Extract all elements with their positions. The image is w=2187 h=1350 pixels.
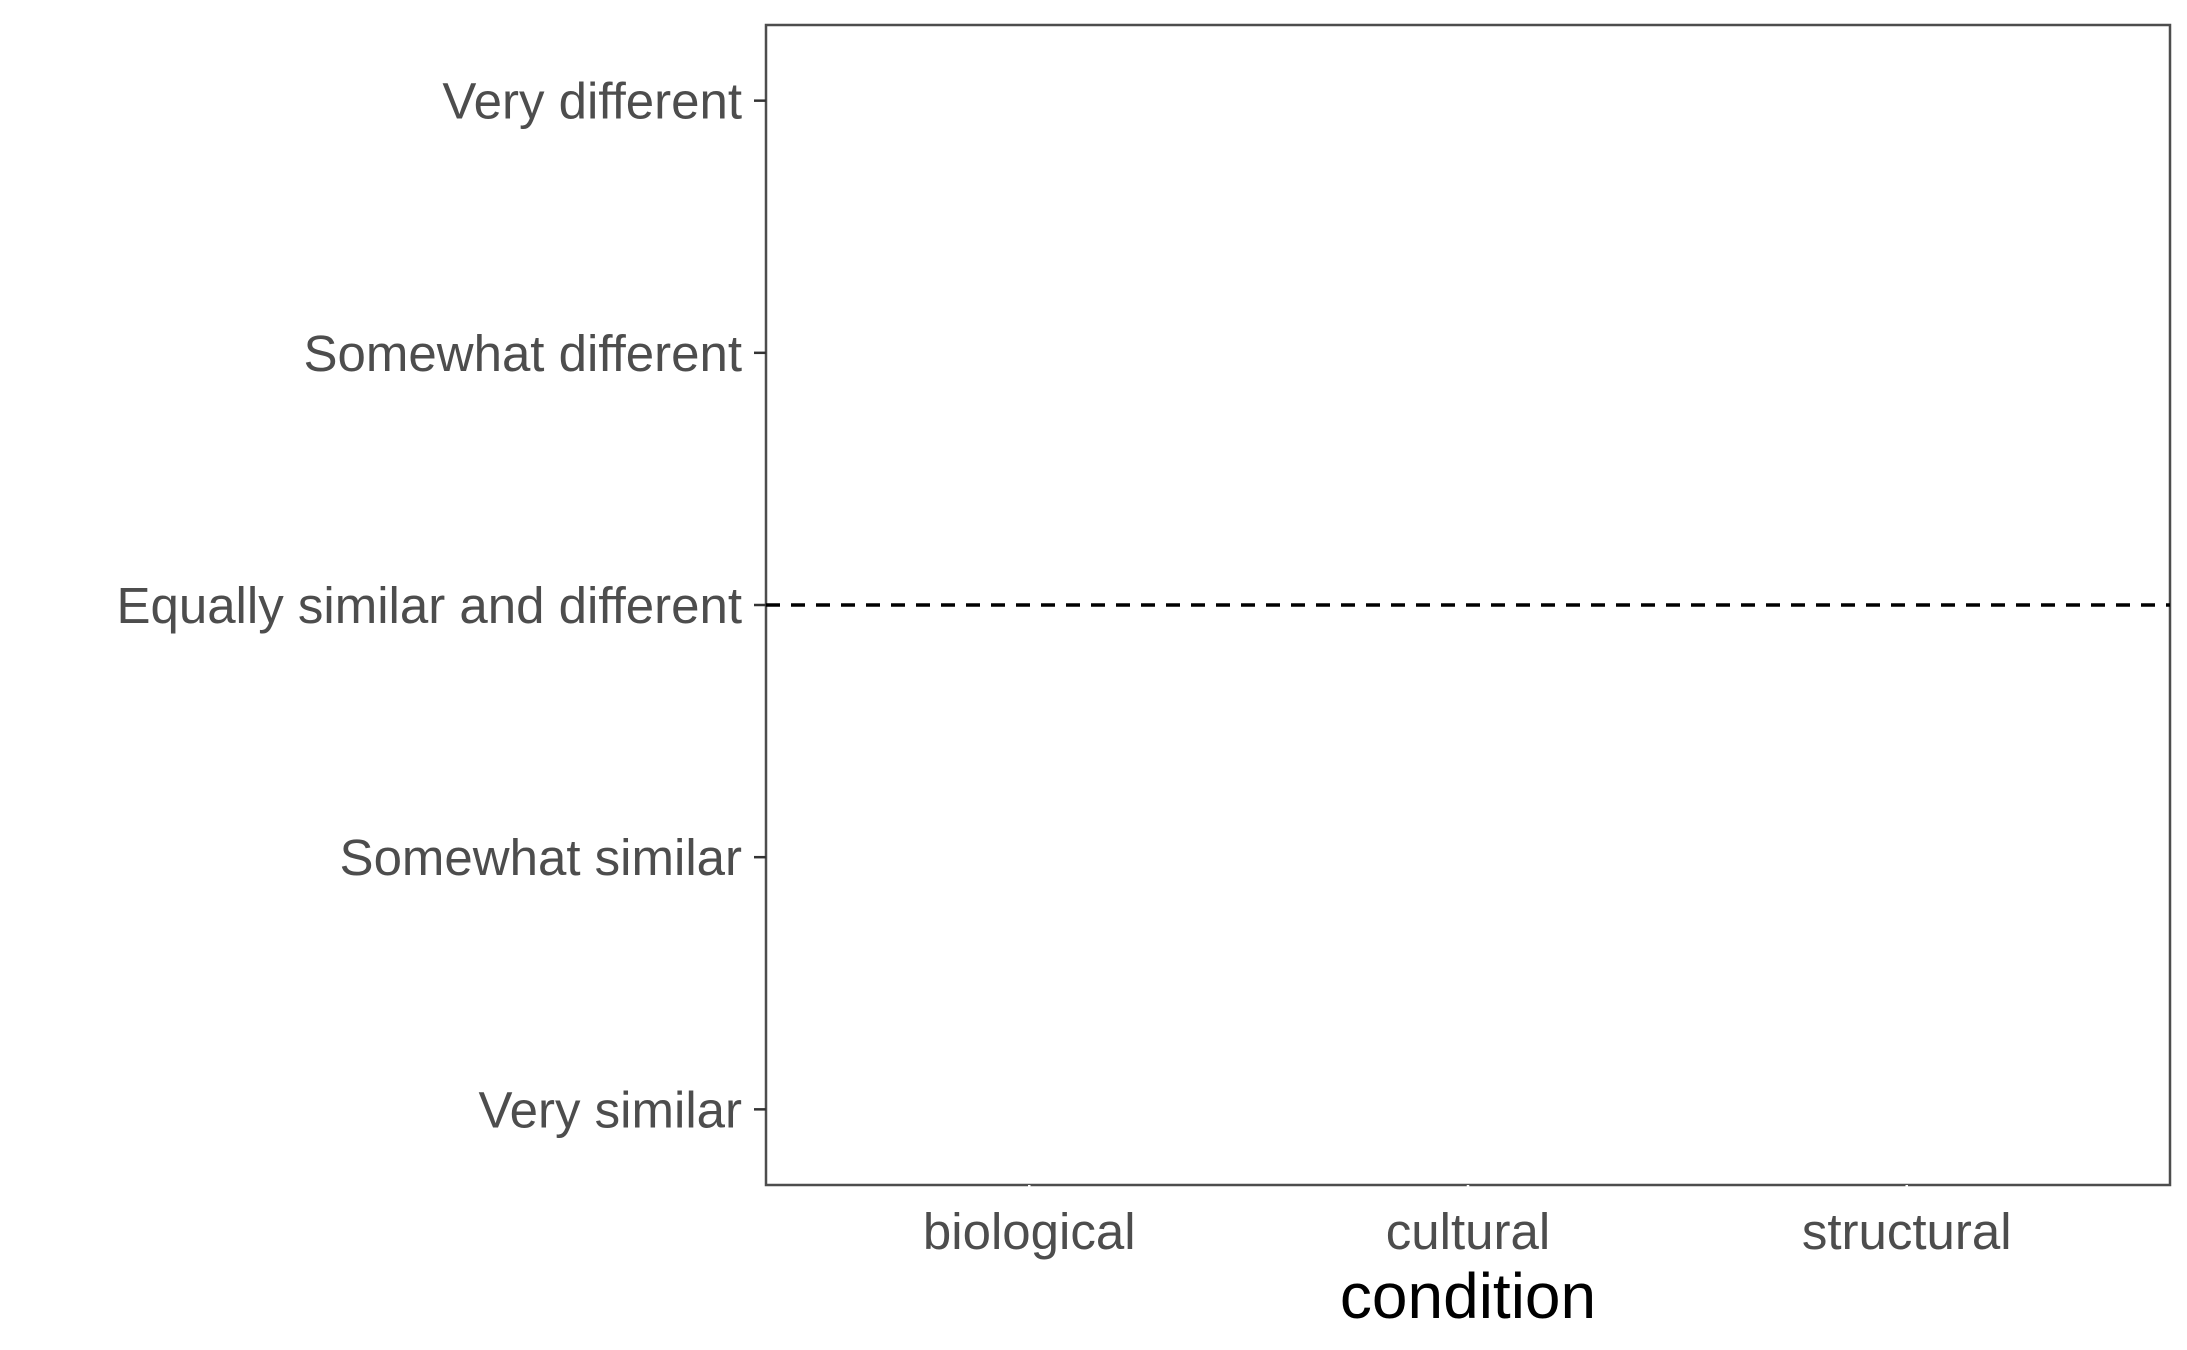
y-tick-label: Equally similar and different	[116, 577, 742, 634]
x-tick-label: structural	[1802, 1203, 2012, 1260]
y-axis: Very similar Somewhat similar Equally simi…	[116, 73, 766, 1138]
y-tick-label: Somewhat different	[304, 325, 742, 382]
y-tick-label: Very different	[442, 73, 742, 130]
y-tick-label: Very similar	[478, 1081, 742, 1138]
x-tick-label: biological	[923, 1203, 1136, 1260]
x-axis-title: condition	[1340, 1260, 1596, 1332]
y-tick-label: Somewhat similar	[340, 829, 742, 886]
x-tick-label: cultural	[1386, 1203, 1550, 1260]
x-axis: biological cultural structural	[923, 1185, 2012, 1260]
